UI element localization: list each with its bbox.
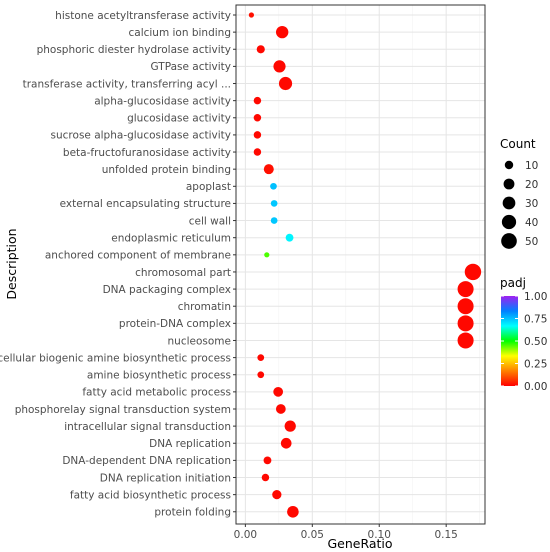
y-tick-label: DNA packaging complex [103, 284, 231, 296]
size-legend-label: 40 [525, 217, 538, 229]
x-tick-label: 0.00 [234, 529, 257, 541]
size-legend-label: 50 [525, 236, 538, 248]
data-point [253, 148, 262, 156]
data-point [278, 76, 293, 91]
x-axis-ticks: 0.00 0.05 0.10 0.15 [234, 524, 458, 541]
y-tick-label: beta-fructofuranosidase activity [63, 147, 231, 159]
plot-panel [235, 4, 486, 525]
data-point [457, 281, 474, 298]
size-legend-label: 20 [525, 179, 538, 191]
size-legend-label: 30 [525, 198, 538, 210]
y-tick-label: anchored component of membrane [45, 250, 231, 262]
x-axis-title: GeneRatio [327, 536, 392, 551]
data-points [248, 12, 482, 518]
y-tick-label: DNA-dependent DNA replication [62, 455, 231, 467]
data-point [280, 437, 292, 449]
y-tick-label: nucleosome [168, 335, 231, 347]
data-point [285, 233, 294, 242]
color-legend-label: 0.75 [524, 314, 547, 326]
size-legend-key [503, 178, 515, 190]
data-point [276, 25, 289, 39]
plot-border [235, 4, 486, 525]
data-point [457, 332, 474, 349]
size-legend-key [501, 214, 517, 230]
color-legend-label: 0.50 [524, 336, 547, 348]
y-tick-label: amine biosynthetic process [87, 370, 231, 382]
y-tick-label: transferase activity, transferring acyl … [23, 78, 231, 90]
y-tick-label: apoplast [186, 181, 231, 193]
y-axis-ticks: histone acetyltransferase activity calciu… [0, 10, 236, 519]
y-tick-label: histone acetyltransferase activity [55, 10, 231, 22]
color-legend-label: 0.00 [524, 381, 547, 393]
y-tick-label: cellular biogenic amine biosynthetic pro… [0, 352, 231, 364]
data-point [257, 371, 265, 379]
data-point [270, 182, 277, 190]
y-tick-label: DNA replication initiation [100, 472, 231, 484]
data-point [457, 298, 474, 315]
y-tick-label: fatty acid metabolic process [82, 387, 231, 399]
size-legend-title: Count [500, 137, 536, 151]
y-tick-label: fatty acid biosynthetic process [70, 489, 231, 501]
color-legend: padj 1.00 0.75 0.50 0.25 0.00 [500, 276, 547, 393]
data-point [273, 386, 284, 397]
data-point [253, 131, 262, 139]
y-tick-label: intracellular signal transduction [64, 421, 231, 433]
data-point [263, 456, 272, 465]
data-point [457, 315, 474, 332]
data-point [264, 252, 270, 258]
y-tick-label: sucrose alpha-glucosidase activity [51, 130, 231, 142]
y-tick-label: phosphoric diester hydrolase activity [37, 44, 231, 56]
y-axis-title: Description [4, 228, 19, 299]
data-point [261, 473, 270, 482]
y-tick-label: alpha-glucosidase activity [94, 95, 231, 107]
x-tick-label: 0.10 [368, 529, 391, 541]
color-legend-title: padj [500, 276, 526, 290]
data-point [275, 404, 286, 414]
y-tick-label: cell wall [189, 215, 231, 227]
y-tick-label: unfolded protein binding [102, 164, 231, 176]
data-point [257, 354, 265, 361]
data-point [248, 12, 254, 18]
y-tick-label: endoplasmic reticulum [111, 232, 231, 244]
y-tick-label: chromatin [178, 301, 231, 313]
y-tick-label: external encapsulating structure [60, 198, 231, 210]
color-legend-label: 1.00 [524, 291, 547, 303]
y-tick-label: protein folding [154, 507, 231, 519]
data-point [272, 490, 282, 500]
data-point [253, 96, 262, 105]
data-point [464, 263, 482, 281]
size-legend-label: 10 [525, 160, 538, 172]
data-point [284, 420, 296, 432]
y-tick-label: DNA replication [149, 438, 231, 450]
y-tick-label: GTPase activity [151, 61, 231, 73]
y-tick-label: calcium ion binding [128, 27, 231, 39]
data-point [287, 505, 299, 518]
y-tick-label: phosphorelay signal transduction system [15, 404, 231, 416]
color-bar [501, 296, 518, 386]
size-legend-key [501, 233, 517, 249]
x-tick-label: 0.05 [301, 529, 324, 541]
size-legend-key [504, 160, 514, 170]
x-tick-label: 0.15 [434, 529, 457, 541]
data-point [273, 60, 286, 73]
data-point [263, 164, 274, 175]
color-legend-label: 0.25 [524, 359, 547, 371]
size-legend: Count 10 20 30 40 50 [500, 137, 538, 249]
y-tick-label: glucosidase activity [127, 113, 231, 125]
y-tick-label: protein-DNA complex [119, 318, 231, 330]
data-point [253, 114, 262, 122]
size-legend-key [502, 196, 516, 210]
y-tick-label: chromosomal part [135, 267, 231, 279]
data-point [270, 217, 278, 224]
data-point [270, 200, 278, 207]
data-point [256, 45, 265, 54]
